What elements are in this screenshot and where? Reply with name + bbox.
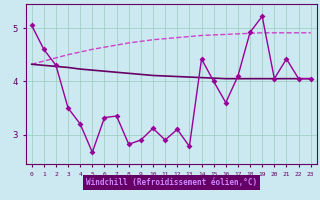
- X-axis label: Windchill (Refroidissement éolien,°C): Windchill (Refroidissement éolien,°C): [86, 178, 257, 187]
